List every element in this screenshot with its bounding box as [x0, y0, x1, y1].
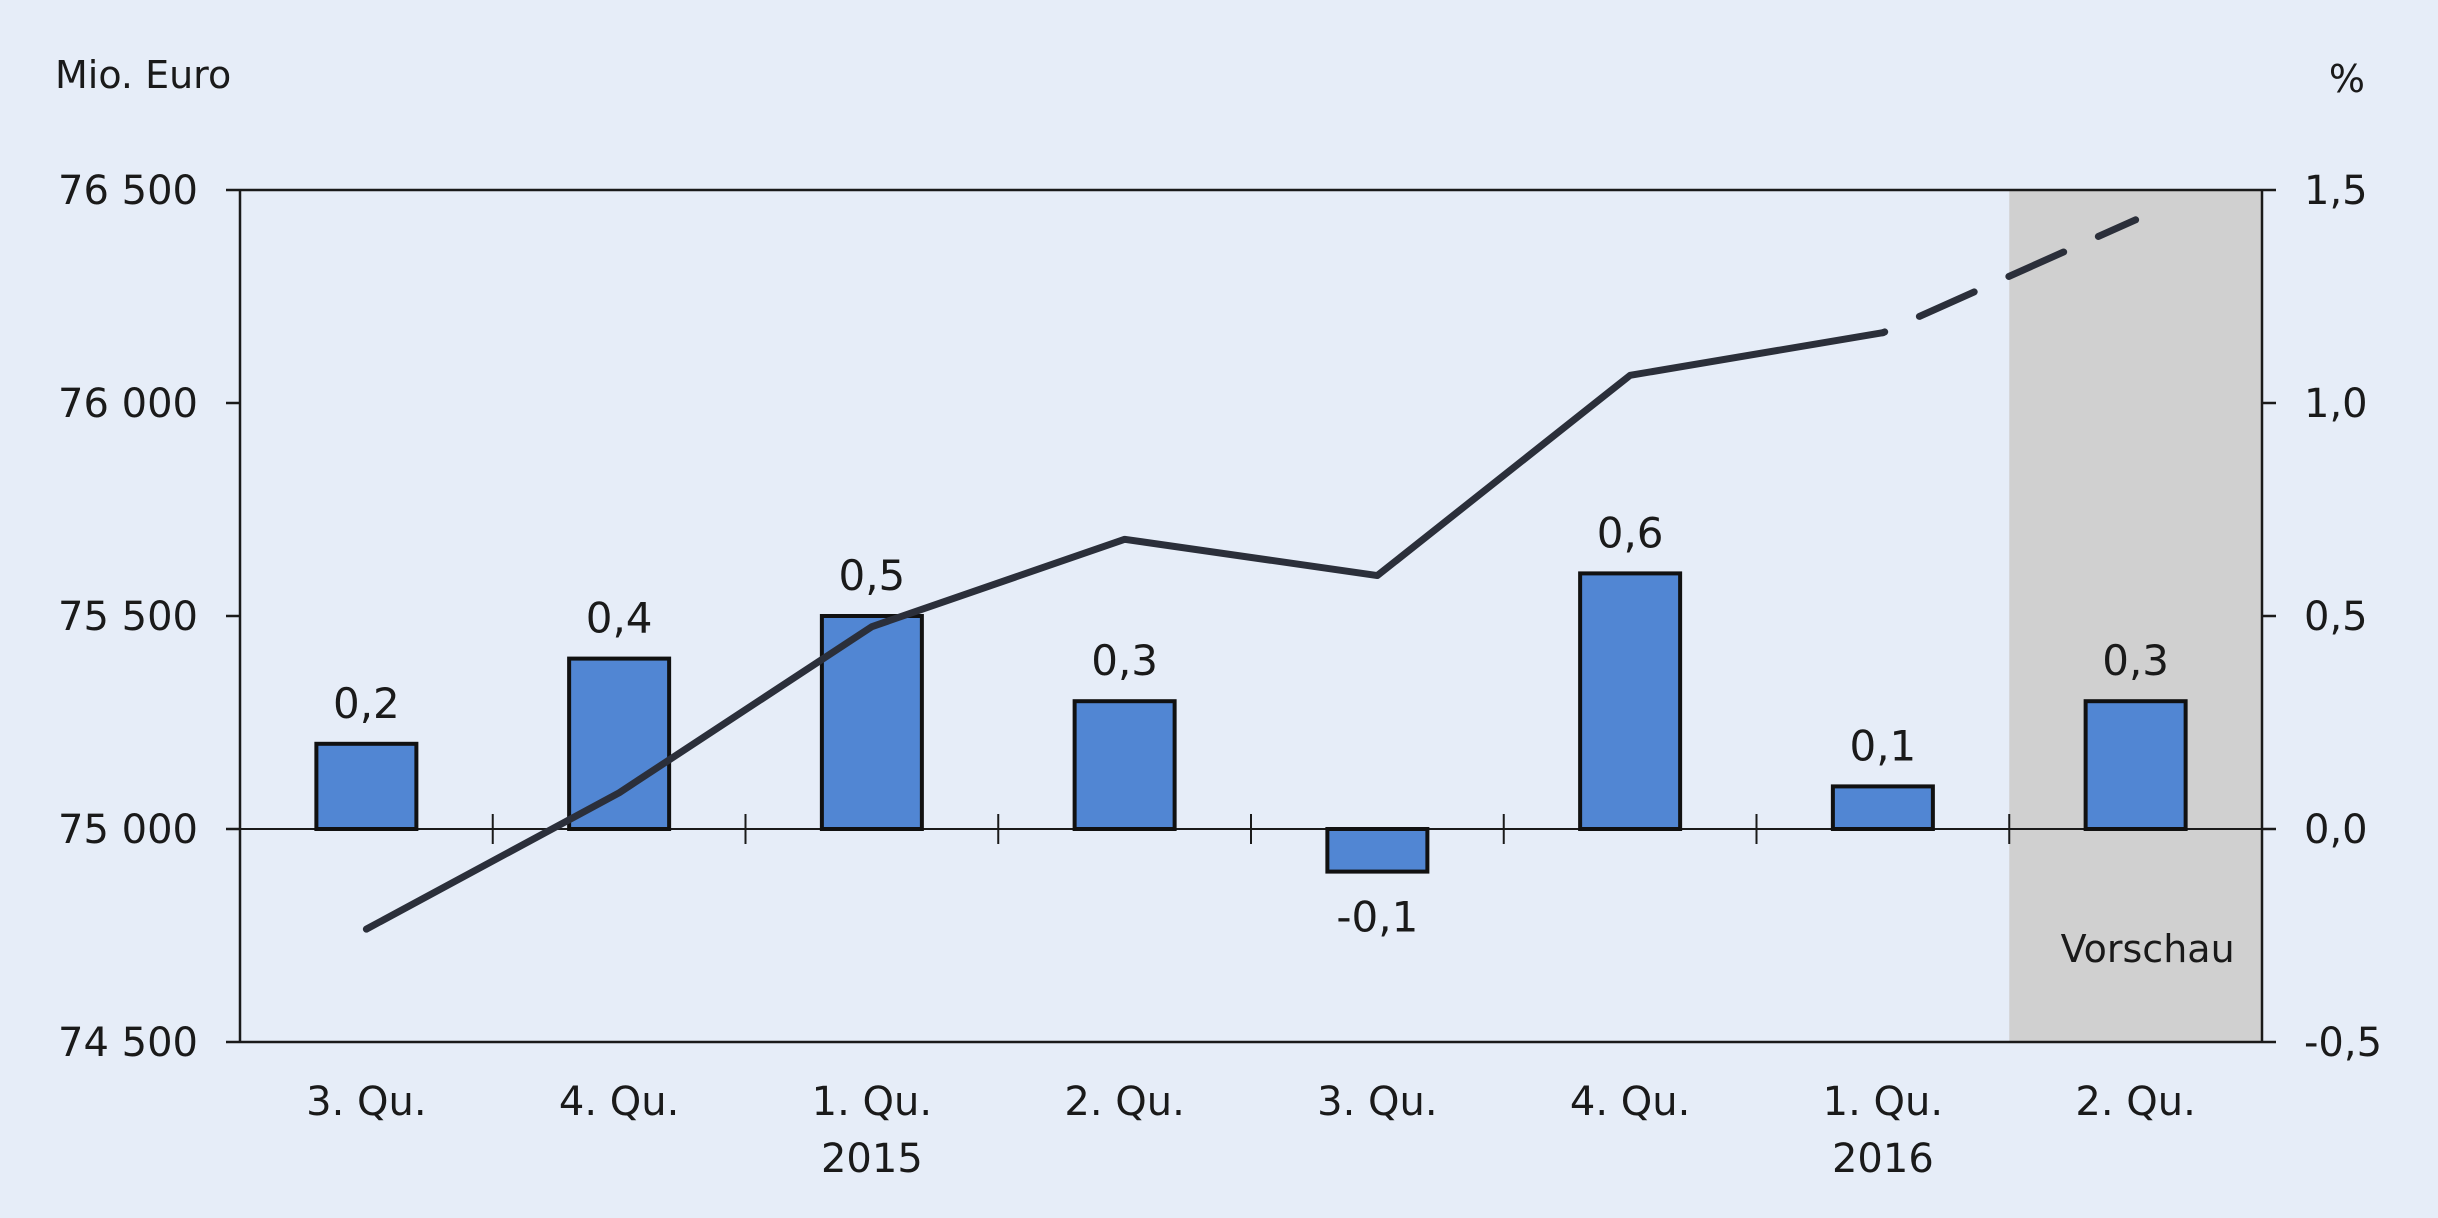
year-label: 2015 — [821, 1136, 923, 1182]
bar-value-label: 0,3 — [2102, 636, 2169, 685]
bar — [1578, 571, 1683, 832]
category-label: 4. Qu. — [559, 1079, 679, 1125]
bar-value-label: 0,5 — [838, 551, 905, 600]
category-label: 3. Qu. — [1317, 1079, 1437, 1125]
right-axis-unit: % — [2329, 57, 2365, 101]
left-tick-label: 75 000 — [58, 807, 198, 853]
bar-value-label: 0,3 — [1091, 636, 1158, 685]
line-solid — [362, 329, 1887, 933]
left-tick-label: 76 000 — [58, 381, 198, 427]
bar-value-label: 0,1 — [1849, 721, 1916, 770]
year-label: 2016 — [1832, 1136, 1934, 1182]
bar — [1830, 784, 1935, 832]
right-tick-label: 1,0 — [2304, 381, 2368, 427]
category-label: 4. Qu. — [1570, 1079, 1690, 1125]
category-label: 2. Qu. — [1064, 1079, 1184, 1125]
line-series — [362, 216, 2140, 933]
bar — [1072, 699, 1177, 832]
category-label: 1. Qu. — [812, 1079, 932, 1125]
bar — [567, 656, 672, 831]
category-label: 1. Qu. — [1823, 1079, 1943, 1125]
line-forecast-dashed — [1879, 216, 2140, 337]
bar-value-label: -0,1 — [1336, 893, 1418, 942]
preview-label: Vorschau — [2061, 927, 2235, 971]
right-tick-label: 0,5 — [2304, 594, 2368, 640]
left-axis-unit: Mio. Euro — [55, 53, 231, 97]
bar-value-label: 0,6 — [1597, 508, 1664, 557]
category-label: 3. Qu. — [306, 1079, 426, 1125]
left-tick-label: 75 500 — [58, 594, 198, 640]
preview-band — [2009, 190, 2262, 1042]
right-tick-label: 0,0 — [2304, 807, 2368, 853]
bar-value-label: 0,4 — [586, 594, 653, 643]
labels: 0,2 0,4 0,5 0,3 -0,1 0,6 0,1 0,3 — [333, 508, 2169, 941]
right-tick-label: -0,5 — [2304, 1020, 2382, 1066]
bars — [314, 571, 2188, 874]
bar-value-label: 0,2 — [333, 679, 400, 728]
bar — [2083, 699, 2188, 832]
left-tick-label: 76 500 — [58, 168, 198, 214]
category-label: 2. Qu. — [2075, 1079, 2195, 1125]
bar — [314, 741, 419, 831]
bar — [1325, 827, 1430, 874]
left-tick-label: 74 500 — [58, 1020, 198, 1066]
right-tick-label: 1,5 — [2304, 168, 2368, 214]
